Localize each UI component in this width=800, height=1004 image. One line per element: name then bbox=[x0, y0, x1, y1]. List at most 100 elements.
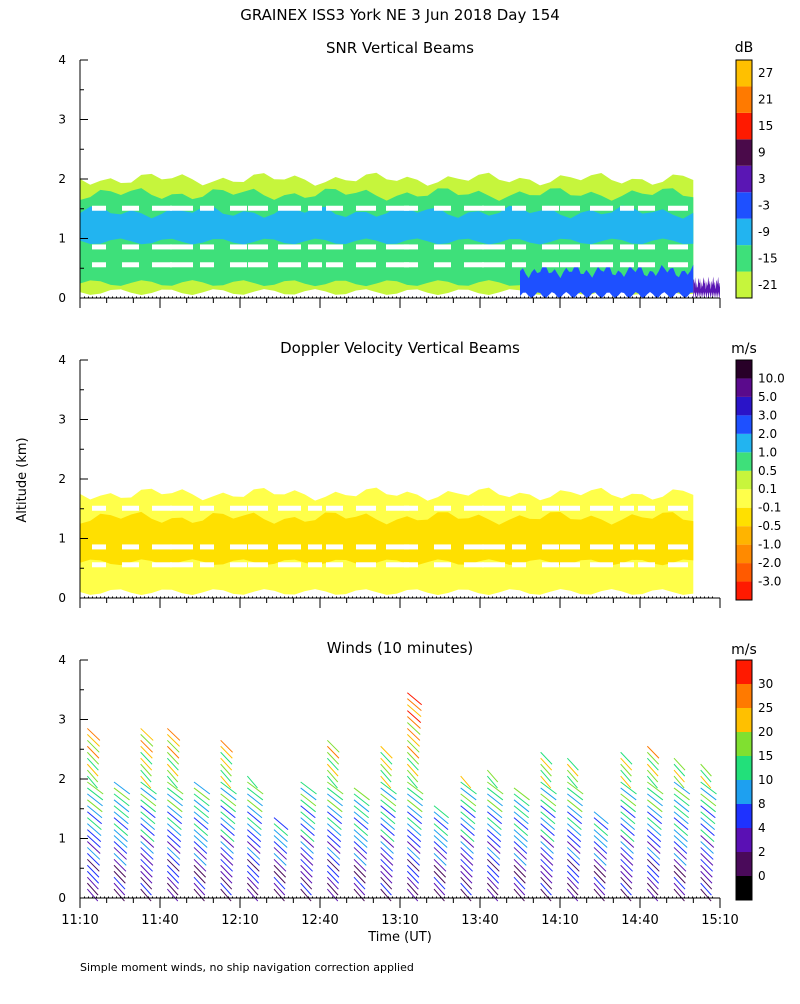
wind-barb bbox=[407, 811, 423, 825]
no-data-gap bbox=[638, 562, 655, 568]
wind-barb bbox=[593, 876, 606, 890]
wind-barb bbox=[220, 858, 233, 872]
wind-barb bbox=[140, 817, 156, 831]
wind-barb bbox=[620, 864, 633, 878]
wind-barb bbox=[646, 847, 661, 860]
no-data-gap bbox=[278, 244, 301, 250]
no-data-gap bbox=[386, 244, 409, 250]
wind-barb bbox=[140, 757, 153, 771]
wind-barb bbox=[220, 763, 232, 777]
wind-barb bbox=[540, 858, 553, 872]
no-data-gap bbox=[200, 505, 214, 511]
wind-barb bbox=[486, 864, 500, 878]
wind-barb bbox=[113, 853, 127, 866]
colorbar-swatch bbox=[736, 396, 752, 416]
wind-barb bbox=[647, 829, 662, 842]
wind-barb bbox=[567, 805, 583, 819]
no-data-gap bbox=[542, 562, 559, 568]
wind-barb bbox=[486, 882, 499, 896]
no-data-gap bbox=[92, 244, 106, 250]
colorbar-label: 0.5 bbox=[758, 464, 777, 478]
no-data-gap bbox=[542, 544, 559, 550]
no-data-gap bbox=[170, 205, 193, 211]
no-data-gap bbox=[278, 544, 301, 550]
wind-barb bbox=[646, 858, 660, 872]
wind-barb bbox=[406, 876, 419, 890]
no-data-gap bbox=[512, 544, 526, 550]
wind-barb bbox=[700, 858, 713, 872]
no-data-gap bbox=[434, 262, 451, 268]
no-data-gap bbox=[638, 262, 655, 268]
no-data-gap bbox=[620, 244, 634, 250]
colorbar-label: -9 bbox=[758, 225, 770, 239]
wind-barb bbox=[567, 781, 584, 795]
no-data-gap bbox=[356, 205, 376, 211]
colorbar-label: 3.0 bbox=[758, 408, 777, 422]
wind-barb bbox=[487, 805, 503, 819]
wind-barb bbox=[220, 864, 233, 878]
wind-barb bbox=[620, 787, 637, 801]
wind-barb bbox=[140, 870, 153, 884]
wind-barb bbox=[433, 823, 449, 837]
wind-barb bbox=[460, 781, 477, 795]
no-data-gap bbox=[170, 244, 193, 250]
wind-barb bbox=[140, 745, 153, 759]
wind-barb bbox=[673, 757, 686, 771]
wind-barb bbox=[673, 805, 689, 819]
wind-barb bbox=[247, 823, 262, 837]
wind-barb bbox=[193, 817, 209, 831]
wind-barb bbox=[406, 841, 421, 854]
colorbar-swatch bbox=[736, 708, 752, 732]
wind-barb bbox=[220, 841, 234, 854]
no-data-gap bbox=[668, 205, 688, 211]
wind-barb bbox=[460, 876, 473, 890]
wind-barb bbox=[700, 888, 712, 902]
wind-barb bbox=[166, 870, 180, 884]
wind-barb bbox=[300, 853, 314, 866]
wind-barb bbox=[166, 841, 181, 854]
y-tick-label: 2 bbox=[58, 172, 66, 186]
no-data-gap bbox=[638, 244, 655, 250]
wind-barb bbox=[486, 847, 501, 860]
wind-barb bbox=[113, 835, 128, 848]
wind-barb bbox=[246, 853, 260, 866]
wind-barb bbox=[620, 751, 633, 765]
no-data-gap bbox=[386, 205, 409, 211]
wind-barb bbox=[300, 858, 313, 872]
no-data-gap bbox=[170, 262, 193, 268]
wind-barb bbox=[406, 716, 421, 729]
figure-title: GRAINEX ISS3 York NE 3 Jun 2018 Day 154 bbox=[240, 6, 560, 24]
wind-barb bbox=[353, 823, 369, 837]
wind-barb bbox=[247, 817, 262, 831]
wind-barb bbox=[647, 793, 663, 807]
colorbar-swatch bbox=[736, 452, 752, 471]
no-data-gap bbox=[122, 244, 139, 250]
colorbar-swatch bbox=[736, 526, 752, 545]
no-data-gap bbox=[122, 544, 139, 550]
wind-barb bbox=[567, 799, 583, 813]
wind-barb bbox=[673, 870, 686, 884]
wind-barb bbox=[647, 811, 663, 825]
no-data-gap bbox=[230, 205, 247, 211]
wind-barb bbox=[113, 888, 125, 902]
wind-barb bbox=[113, 870, 126, 884]
wind-barb bbox=[86, 745, 100, 759]
wind-barb bbox=[113, 799, 130, 813]
wind-barb bbox=[326, 853, 340, 866]
no-data-gap bbox=[230, 544, 247, 550]
colorbar-swatch bbox=[736, 684, 752, 708]
colorbar-swatch bbox=[736, 86, 752, 113]
y-tick-label: 0 bbox=[58, 291, 66, 305]
wind-barb bbox=[380, 888, 392, 902]
wind-barb bbox=[646, 882, 659, 896]
wind-barb bbox=[273, 829, 288, 842]
wind-barb bbox=[167, 811, 183, 825]
no-data-gap bbox=[326, 562, 343, 568]
wind-barb bbox=[540, 882, 552, 896]
wind-barb bbox=[513, 847, 527, 860]
colorbar-swatch bbox=[736, 852, 752, 876]
wind-barb bbox=[433, 870, 446, 884]
no-data-gap bbox=[152, 562, 172, 568]
wind-barb bbox=[593, 888, 605, 902]
